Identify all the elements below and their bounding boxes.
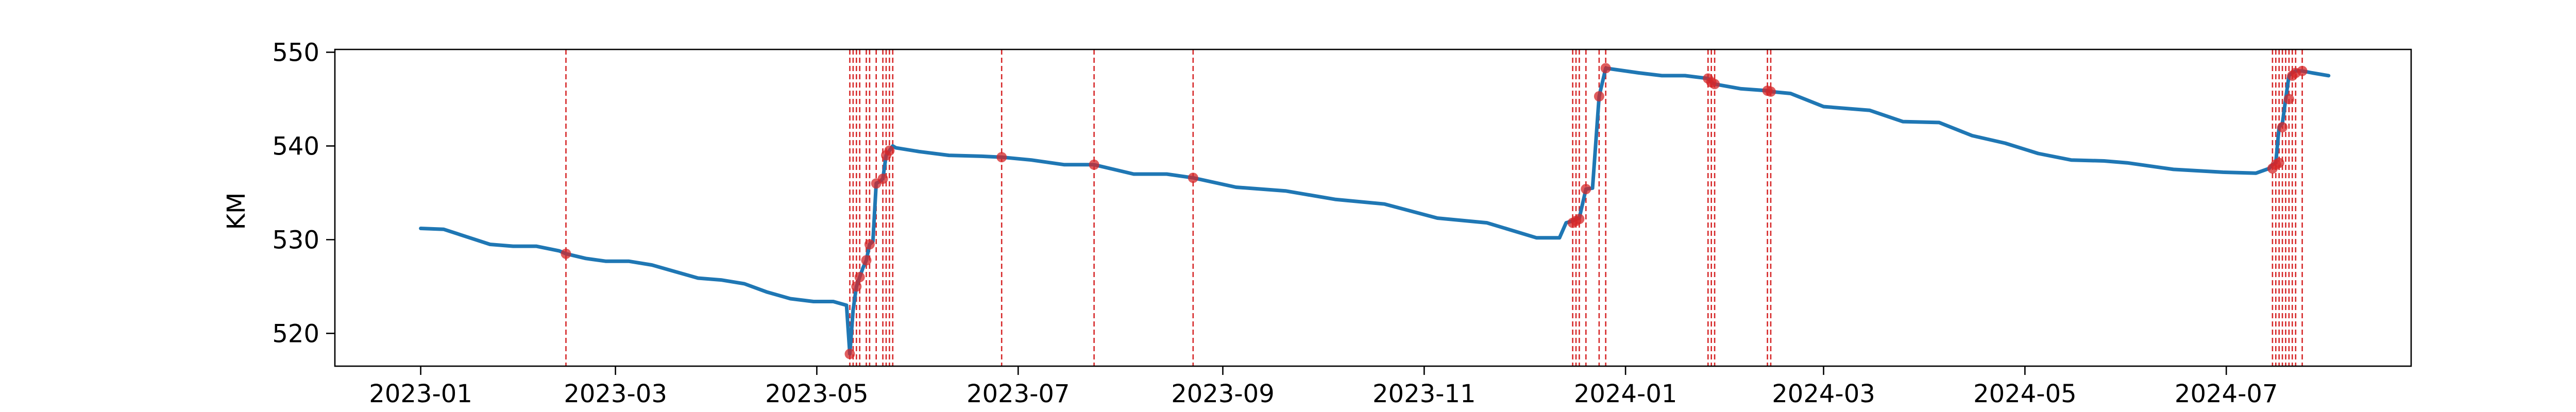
series-lines xyxy=(419,66,2331,356)
event-marker-27 xyxy=(2277,122,2288,132)
event-marker-5 xyxy=(864,239,875,250)
event-marker-15 xyxy=(1574,214,1585,225)
event-marker-18 xyxy=(1600,63,1611,74)
y-tick-label-2: 540 xyxy=(272,132,319,161)
x-tick-label-7: 2024-03 xyxy=(1772,380,1875,408)
event-marker-31 xyxy=(2297,65,2308,76)
event-marker-9 xyxy=(884,145,895,156)
y-axis-label: KM xyxy=(222,193,251,230)
x-axis: 2023-01 2023-03 2023-05 2023-07 2023-09 2023-… xyxy=(369,366,2278,408)
event-marker-23 xyxy=(1766,86,1776,97)
x-tick-label-0: 2023-01 xyxy=(369,380,472,408)
event-marker-2 xyxy=(851,281,862,292)
event-marker-7 xyxy=(877,174,888,184)
x-tick-label-9: 2024-07 xyxy=(2175,380,2278,408)
x-tick-label-3: 2023-07 xyxy=(967,380,1070,408)
x-tick-label-2: 2023-05 xyxy=(765,380,869,408)
event-lines xyxy=(565,49,2303,366)
event-marker-12 xyxy=(1188,173,1198,183)
event-markers xyxy=(561,63,2308,359)
y-tick-label-3: 550 xyxy=(272,38,319,67)
y-tick-label-0: 520 xyxy=(272,319,319,348)
event-marker-11 xyxy=(1089,159,1099,170)
event-marker-21 xyxy=(1709,79,1720,90)
event-marker-4 xyxy=(861,255,872,266)
x-tick-label-6: 2024-01 xyxy=(1574,380,1677,408)
event-marker-26 xyxy=(2274,158,2284,168)
event-marker-28 xyxy=(2283,94,2294,105)
x-tick-label-5: 2023-11 xyxy=(1372,380,1476,408)
x-tick-label-8: 2024-05 xyxy=(1973,380,2077,408)
event-marker-17 xyxy=(1594,91,1604,101)
event-marker-1 xyxy=(844,349,855,359)
y-tick-label-1: 530 xyxy=(272,226,319,254)
series-line-0 xyxy=(419,66,2331,356)
y-axis: 520 530 540 550 xyxy=(272,38,335,348)
event-marker-0 xyxy=(561,248,571,259)
x-tick-label-1: 2023-03 xyxy=(564,380,667,408)
x-tick-label-4: 2023-09 xyxy=(1171,380,1275,408)
event-marker-10 xyxy=(996,152,1007,163)
event-marker-16 xyxy=(1581,184,1591,195)
event-marker-3 xyxy=(854,272,865,283)
plot-frame xyxy=(334,48,2412,367)
